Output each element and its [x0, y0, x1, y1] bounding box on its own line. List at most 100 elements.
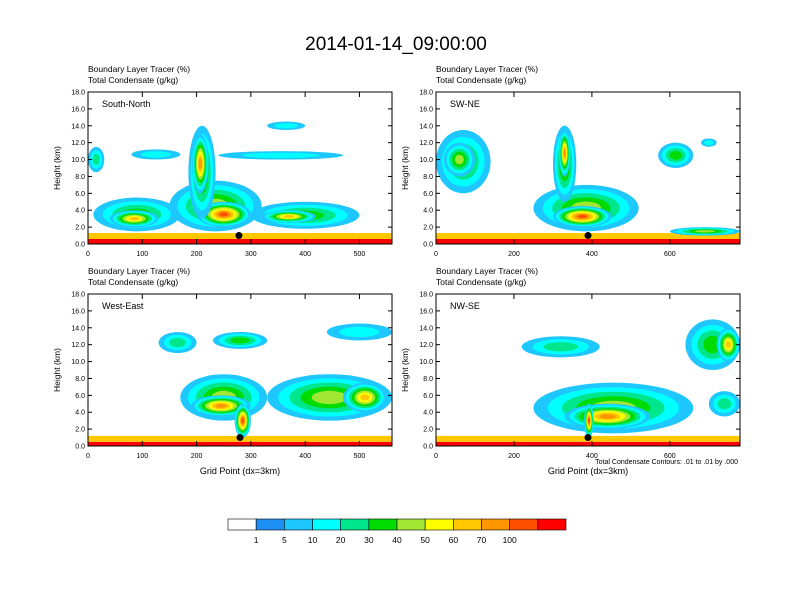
panels-group: Boundary Layer Tracer (%)Total Condensat…	[52, 64, 741, 476]
y-tick-label: 4.0	[423, 410, 433, 417]
x-tick-label: 0	[86, 453, 90, 460]
panel-subtitle-tracer: Boundary Layer Tracer (%)	[88, 64, 190, 74]
y-tick-label: 0.0	[75, 444, 85, 451]
y-tick-label: 0.0	[423, 242, 433, 249]
y-tick-label: 12.0	[71, 342, 85, 349]
tracer-region-9-7	[198, 158, 202, 170]
x-tick-label: 200	[508, 453, 520, 460]
y-tick-label: 14.0	[71, 123, 85, 130]
tracer-field	[436, 125, 740, 244]
y-tick-label: 14.0	[419, 123, 433, 130]
y-tick-label: 2.0	[75, 225, 85, 232]
colorbar-swatch	[537, 518, 567, 531]
y-tick-label: 16.0	[419, 308, 433, 315]
tracer-layer-0	[88, 441, 392, 446]
x-tick-label: 200	[191, 251, 203, 258]
y-tick-label: 2.0	[423, 225, 433, 232]
tracer-region-5-8	[577, 214, 588, 219]
panel-subtitle-tracer: Boundary Layer Tracer (%)	[436, 64, 538, 74]
panel-subtitle-condensate: Total Condensate (g/kg)	[88, 75, 178, 85]
y-tick-label: 12.0	[71, 140, 85, 147]
panel-subtitle-tracer: Boundary Layer Tracer (%)	[436, 266, 538, 276]
y-tick-label: 18.0	[71, 90, 85, 97]
colorbar-label: 30	[364, 535, 374, 545]
tracer-region-8-3	[669, 150, 682, 160]
colorbar-swatch	[255, 518, 285, 531]
x-tick-label: 100	[136, 251, 148, 258]
tracer-layer-0	[436, 238, 740, 244]
plot-frame	[87, 293, 393, 447]
colorbar-swatch	[424, 518, 454, 531]
plot-frame	[435, 91, 741, 245]
tracer-region-9-1	[339, 326, 380, 338]
x-axis-label: Grid Point (dx=3km)	[200, 466, 280, 476]
panel-label: South-North	[102, 99, 151, 109]
y-tick-label: 16.0	[71, 308, 85, 315]
y-tick-label: 8.0	[75, 376, 85, 383]
contour-footnote: Total Condensate Contours: .01 to .01 by…	[595, 459, 738, 466]
colorbar-swatch	[312, 518, 341, 531]
panel-label: SW-NE	[450, 99, 480, 109]
colorbar-swatch	[284, 518, 313, 531]
colorbar-label: 1	[254, 535, 259, 545]
y-tick-label: 10.0	[419, 157, 433, 164]
plot-frame	[87, 91, 393, 245]
y-tick-label: 2.0	[423, 427, 433, 434]
y-tick-label: 10.0	[71, 359, 85, 366]
tracer-region-8-2	[717, 398, 732, 410]
y-tick-label: 18.0	[419, 90, 433, 97]
y-tick-label: 14.0	[71, 325, 85, 332]
tracer-region-7-7	[563, 148, 566, 158]
tracer-region-5-8	[219, 212, 229, 217]
x-tick-label: 400	[299, 251, 311, 258]
colorbar-swatch	[509, 518, 539, 531]
location-marker	[584, 232, 592, 240]
y-axis-label: Height (km)	[400, 146, 410, 190]
x-tick-label: 0	[86, 251, 90, 258]
tracer-field	[88, 121, 392, 244]
tracer-region-5-4	[311, 390, 348, 405]
x-tick-label: 400	[299, 453, 311, 460]
panel-label: NW-SE	[450, 301, 480, 311]
y-tick-label: 0.0	[75, 242, 85, 249]
plot-frame	[435, 293, 741, 447]
x-tick-label: 0	[434, 453, 438, 460]
colorbar-label: 60	[449, 535, 459, 545]
tracer-region-6-6	[360, 394, 370, 401]
tracer-region-3-7	[215, 403, 227, 408]
colorbar-swatch	[340, 518, 370, 531]
tracer-region-11-1	[140, 151, 171, 158]
y-tick-label: 2.0	[75, 427, 85, 434]
x-tick-label: 400	[586, 251, 598, 258]
colorbar-label: 40	[392, 535, 402, 545]
y-tick-label: 6.0	[75, 191, 85, 198]
panel-subtitle-tracer: Boundary Layer Tracer (%)	[88, 266, 190, 276]
panel-label: West-East	[102, 301, 144, 311]
x-tick-label: 100	[136, 453, 148, 460]
colorbar-swatch	[453, 518, 482, 531]
y-tick-label: 8.0	[75, 174, 85, 181]
y-tick-label: 4.0	[75, 410, 85, 417]
x-tick-label: 500	[354, 251, 366, 258]
x-axis-label: Grid Point (dx=3km)	[548, 466, 628, 476]
panel-subtitle-condensate: Total Condensate (g/kg)	[436, 277, 526, 287]
location-marker	[236, 434, 244, 442]
y-tick-label: 6.0	[423, 393, 433, 400]
y-tick-label: 18.0	[419, 292, 433, 299]
y-axis-label: Height (km)	[52, 348, 62, 392]
y-tick-label: 16.0	[419, 106, 433, 113]
y-tick-label: 12.0	[419, 140, 433, 147]
tracer-region-3-4	[454, 154, 464, 165]
x-tick-label: 500	[354, 453, 366, 460]
colorbar-swatch	[227, 518, 257, 531]
panel-south-north: Boundary Layer Tracer (%)Total Condensat…	[52, 64, 393, 258]
tracer-layer-0	[436, 441, 740, 446]
y-axis-label: Height (km)	[52, 146, 62, 190]
colorbar-label: 20	[336, 535, 346, 545]
y-tick-label: 6.0	[423, 191, 433, 198]
colorbar-label: 5	[282, 535, 287, 545]
y-tick-label: 16.0	[71, 106, 85, 113]
x-tick-label: 300	[245, 251, 257, 258]
y-axis-label: Height (km)	[400, 348, 410, 392]
